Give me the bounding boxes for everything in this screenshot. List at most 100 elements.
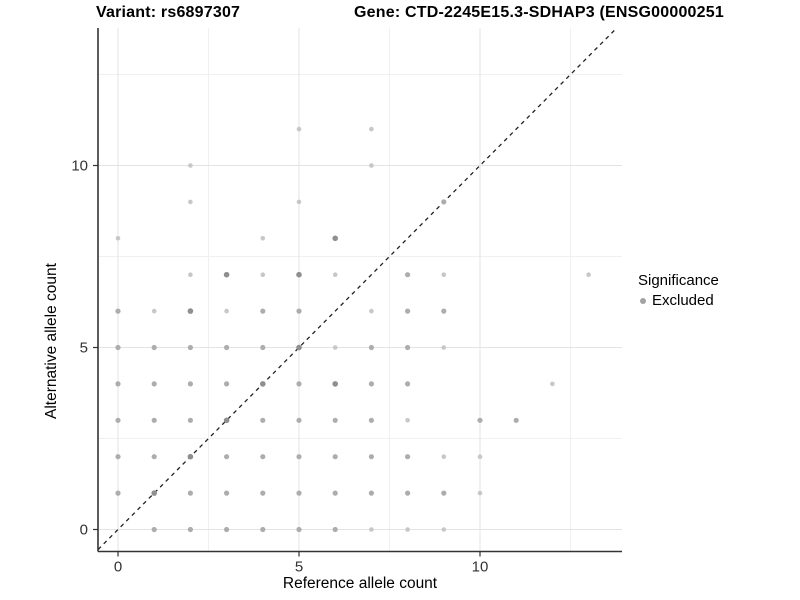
x-tick-label: 5 [295,559,303,576]
scatter-point [187,344,193,351]
scatter-point [223,271,230,278]
scatter-point [441,490,447,496]
scatter-point [224,454,230,460]
scatter-point [115,490,121,496]
x-tick-label: 10 [472,559,489,576]
scatter-point [477,417,483,423]
scatter-point [260,381,266,387]
scatter-point [151,308,157,314]
scatter-point [405,454,411,460]
scatter-point [369,163,374,168]
scatter-point [260,308,266,314]
scatter-point [188,163,193,168]
scatter-point [187,417,193,423]
scatter-point [441,199,447,205]
scatter-point [115,308,121,314]
scatter-point [332,454,338,460]
scatter-point [223,417,230,424]
scatter-point [332,417,338,423]
scatter-point [260,454,266,460]
scatter-point [224,381,230,387]
scatter-point [405,381,411,387]
scatter-point [115,381,121,387]
variant-title: Variant: rs6897307 [96,4,241,21]
y-tick-label: 10 [71,158,88,175]
scatter-point [296,490,302,496]
scatter-point [513,417,519,423]
scatter-point [224,308,229,314]
legend-title: Significance [638,272,719,289]
scatter-point [405,527,410,532]
scatter-point [405,490,411,496]
scatter-point [368,381,374,387]
scatter-point [332,235,339,242]
x-tick-label: 0 [114,559,122,576]
scatter-point [115,417,121,423]
scatter-point [187,526,193,533]
scatter-point [188,199,193,205]
scatter-point [586,272,591,278]
scatter-point [405,272,411,278]
scatter-point [151,381,157,387]
scatter-point [151,344,157,351]
scatter-point [441,527,447,532]
scatter-point [441,272,447,278]
scatter-point [187,490,193,496]
scatter-point [441,454,447,460]
scatter-point [260,490,266,496]
scatter-point [296,381,302,387]
scatter-point [115,344,121,351]
scatter-point [151,417,157,423]
legend: Significance Excluded [638,272,719,309]
scatter-point [477,454,483,460]
scatter-point [368,490,374,496]
scatter-point [296,199,302,205]
scatter-point [260,417,266,423]
legend-item-label: Excluded [652,292,714,309]
scatter-point [441,345,447,350]
scatter-point [296,417,302,423]
scatter-point [151,526,157,533]
scatter-point [550,381,555,387]
scatter-point [368,417,374,423]
scatter-point [151,490,157,496]
scatter-point [332,272,338,278]
scatter-point [332,381,339,387]
scatter-point [332,526,338,533]
excluded-point-icon [640,297,646,304]
legend-item-excluded: Excluded [640,292,719,309]
scatter-point [332,490,338,496]
scatter-point [260,236,266,241]
scatter-point [405,344,411,351]
scatter-point [332,345,338,350]
scatter-point [224,490,230,496]
identity-line [97,27,618,550]
y-tick-label: 0 [80,522,88,539]
scatter-point [224,526,230,533]
scatter-point [296,126,302,132]
scatter-point [224,344,230,351]
scatter-point [369,527,374,532]
scatter-point [296,454,302,460]
scatter-point [188,272,193,278]
scatter-point [187,308,194,314]
gene-title: Gene: CTD-2245E15.3-SDHAP3 (ENSG00000251 [354,4,724,21]
scatter-point [260,344,266,351]
x-axis-title: Reference allele count [282,575,438,592]
scatter-point [441,308,447,314]
scatter-point [115,236,121,241]
scatter-point [477,490,483,496]
scatter-point [296,271,302,278]
scatter-point [296,308,302,314]
scatter-point [405,418,410,423]
scatter-point [187,381,193,387]
scatter-point [151,454,157,460]
scatter-point [368,344,374,351]
scatter-point [405,308,411,314]
scatter-point [296,344,302,351]
scatter-point [296,526,302,533]
scatter-point [368,454,374,460]
scatter-point [369,126,374,132]
